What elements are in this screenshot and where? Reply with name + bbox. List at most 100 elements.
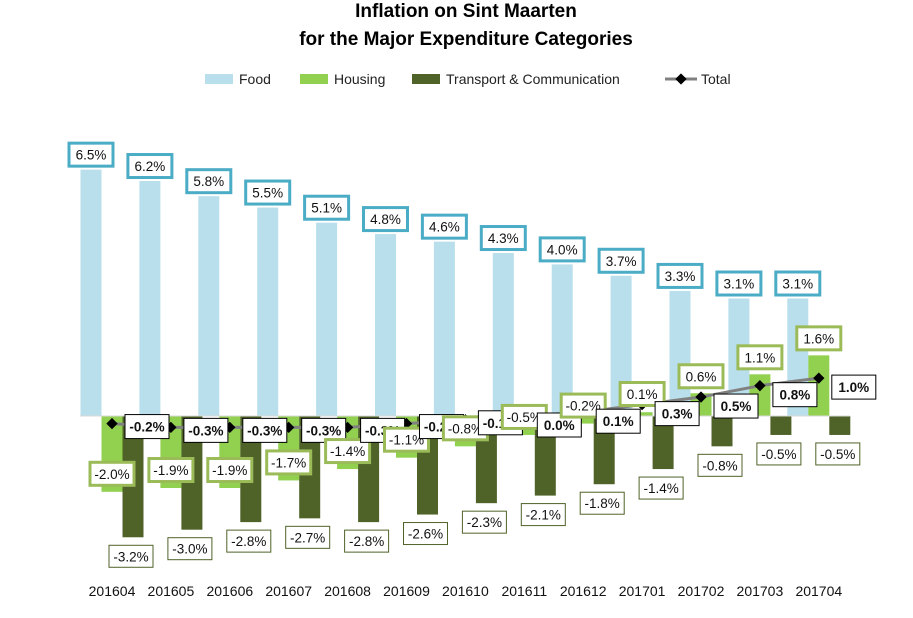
transport-label-201610-text: -2.3%: [467, 515, 502, 530]
total-label-201704-box: [831, 374, 877, 400]
housing-label-201608-text: -1.4%: [330, 444, 365, 459]
housing-label-201607-text: -1.7%: [271, 455, 306, 470]
transport-label-201607-box: [285, 525, 331, 549]
transport-label-201610-box: [461, 510, 507, 534]
food-label-201702-box: [656, 262, 704, 289]
total-label-201612-box: [595, 408, 641, 434]
bar-transport-communication-201702: [711, 416, 733, 447]
housing-label-201607: -1.7%: [265, 449, 313, 476]
housing-label-201704-box: [795, 325, 843, 352]
food-label-201703-box: [715, 270, 763, 297]
food-label-201611-box: [479, 225, 527, 252]
total-label-201701: 0.3%: [654, 401, 700, 427]
legend-label-total: Total: [701, 71, 731, 87]
housing-label-201606: -1.9%: [206, 457, 254, 484]
housing-label-201610: -0.8%: [441, 415, 489, 442]
transport-label-201612-text: -1.8%: [585, 496, 620, 511]
total-label-201701-box: [654, 401, 700, 427]
food-label-201609-text: 4.8%: [370, 212, 401, 227]
transport-label-201604-box: [108, 544, 154, 568]
bar-food-201612: [551, 264, 573, 416]
food-label-201611: 4.3%: [479, 225, 527, 252]
transport-label-201701-box: [638, 476, 684, 500]
total-label-201701-text: 0.3%: [662, 407, 693, 422]
food-label-201612-box: [538, 236, 586, 263]
total-label-201702-text: 0.5%: [721, 399, 752, 414]
total-label-201604-box: [124, 414, 170, 440]
total-label-201606-text: -0.3%: [247, 423, 282, 438]
housing-label-201609-box: [383, 426, 430, 453]
food-label-201610-text: 4.6%: [429, 220, 460, 235]
food-label-201702: 3.3%: [656, 262, 704, 289]
food-label-201610-box: [420, 213, 468, 240]
transport-label-201609: -2.6%: [403, 522, 448, 546]
x-tick-201611: 201611: [501, 583, 547, 599]
bar-food-201609: [375, 234, 396, 416]
transport-label-201704-box: [815, 442, 861, 466]
transport-label-201702-box: [697, 453, 743, 477]
transport-label-201612-box: [579, 491, 625, 515]
food-label-201610: 4.6%: [420, 213, 468, 240]
legend: Food Housing Transport & Communication Tota…: [205, 71, 731, 87]
food-label-201608-text: 5.1%: [311, 201, 342, 216]
total-label-201607-text: -0.3%: [306, 423, 341, 438]
food-label-201604-box: [67, 141, 115, 168]
x-tick-201704: 201704: [795, 583, 842, 599]
transport-label-201605: -3.0%: [167, 537, 213, 561]
x-tick-201610: 201610: [442, 583, 489, 599]
food-label-201609-box: [362, 206, 409, 233]
total-label-201606-box: [242, 417, 288, 443]
x-tick-201605: 201605: [148, 583, 195, 599]
legend-item-food: Food: [205, 71, 271, 87]
bar-transport-communication-201704: [829, 416, 851, 435]
x-tick-201608: 201608: [324, 583, 371, 599]
total-label-201605-text: -0.3%: [188, 423, 223, 438]
transport-label-201605-box: [167, 537, 213, 561]
total-label-201604-text: -0.2%: [129, 420, 164, 435]
total-label-201606: -0.3%: [242, 417, 288, 443]
housing-label-201610-text: -0.8%: [448, 421, 483, 436]
transport-label-201604: -3.2%: [108, 544, 154, 568]
housing-label-201703-text: 1.1%: [745, 350, 776, 365]
housing-label-201701-text: 0.1%: [627, 387, 658, 402]
total-label-201703: 0.8%: [772, 382, 818, 408]
food-label-201702-text: 3.3%: [665, 269, 696, 284]
x-tick-201702: 201702: [678, 583, 725, 599]
housing-label-201702-text: 0.6%: [686, 369, 717, 384]
total-label-201702-box: [713, 393, 759, 419]
transport-label-201703: -0.5%: [756, 442, 802, 466]
legend-label-transport-communication: Transport & Communication: [446, 71, 620, 87]
transport-label-201704-text: -0.5%: [820, 447, 855, 462]
transport-label-201702-text: -0.8%: [702, 458, 737, 473]
data-label-layer: 6.5% -2.0% -3.2% -0.2% 6.2% -1.9% -3.0% -0.3% 5.…: [67, 141, 877, 568]
food-label-201605-text: 6.2%: [135, 159, 166, 174]
food-label-201608-box: [303, 194, 351, 221]
transport-label-201701-text: -1.4%: [643, 481, 678, 496]
total-label-201703-box: [772, 382, 818, 408]
food-label-201704-box: [774, 270, 822, 297]
housing-label-201612-box: [559, 392, 607, 419]
total-marker-201702: [695, 391, 707, 403]
housing-label-201606-text: -1.9%: [212, 463, 247, 478]
bar-housing-201612: [572, 416, 594, 424]
legend-item-housing: Housing: [300, 71, 385, 87]
food-label-201605: 6.2%: [126, 153, 174, 180]
housing-label-201704: 1.6%: [795, 325, 843, 352]
chart-title-line-2: for the Major Expenditure Categories: [299, 29, 633, 50]
housing-label-201701-box: [618, 381, 666, 407]
housing-label-201704-text: 1.6%: [803, 331, 834, 346]
housing-label-201703-box: [736, 344, 784, 371]
transport-label-201611-box: [520, 503, 566, 527]
x-tick-201607: 201607: [265, 583, 312, 599]
food-label-201704: 3.1%: [774, 270, 822, 297]
bar-food-201702: [669, 290, 691, 416]
food-label-201606-box: [185, 168, 233, 195]
food-label-201701-box: [597, 247, 645, 274]
legend-swatch-housing: [300, 74, 328, 84]
bar-food-201604: [80, 169, 102, 416]
housing-label-201604: -2.0%: [88, 460, 136, 487]
total-label-201704-text: 1.0%: [838, 380, 869, 395]
transport-label-201610: -2.3%: [461, 510, 507, 534]
transport-label-201611-text: -2.1%: [526, 508, 561, 523]
housing-label-201609-text: -1.1%: [389, 433, 424, 448]
